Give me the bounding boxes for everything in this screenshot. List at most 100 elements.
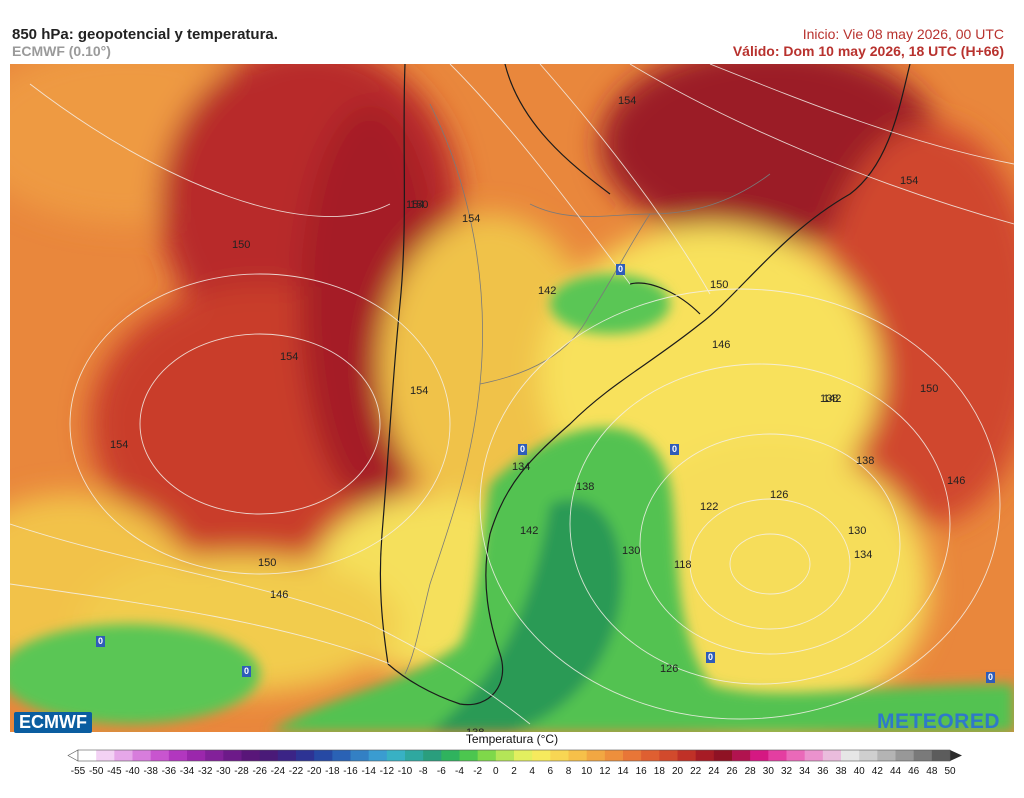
zero-marker: 0: [708, 652, 713, 662]
colorbar-swatch: [296, 750, 315, 761]
colorbar-swatch: [314, 750, 333, 761]
colorbar-tick-label: 12: [599, 766, 611, 777]
colorbar-tick-label: 6: [548, 766, 554, 777]
contour-label: 146: [947, 475, 965, 487]
colorbar-tick-label: 26: [726, 766, 738, 777]
colorbar-swatch: [786, 750, 806, 761]
contour-label: 150: [410, 199, 428, 211]
colorbar-tick-label: -34: [180, 766, 195, 777]
zero-markers: 0 0 0 0 0 0 0: [96, 264, 995, 683]
contour-label: 134: [512, 461, 530, 473]
color-legend: -55 -50 -45 -40 -38 -36 -34 -32 -30 -28 -26 -24 -22-…: [67, 749, 962, 777]
colorbar-swatch: [514, 750, 533, 761]
colorbar-swatch: [732, 750, 751, 761]
zero-marker-box: [96, 636, 105, 647]
zero-marker-box: [986, 672, 995, 683]
colorbar-swatch: [804, 750, 824, 761]
colorbar-tick-label: 16: [636, 766, 648, 777]
colorbar-swatch: [386, 750, 406, 761]
colorbar-swatch: [550, 750, 569, 761]
colorbar-tick-label: -45: [107, 766, 122, 777]
colorbar-tick-label: -20: [307, 766, 322, 777]
colorbar-swatch: [277, 750, 297, 761]
zero-marker: 0: [988, 672, 993, 682]
colorbar-swatch: [368, 750, 388, 761]
colorbar-tick-label: 14: [617, 766, 629, 777]
colorbar-swatch: [659, 750, 678, 761]
colorbar-swatch: [677, 750, 697, 761]
contour-label: 138: [856, 455, 874, 467]
contour-label: 154: [618, 95, 636, 107]
map-title: 850 hPa: geopotencial y temperatura.: [12, 26, 278, 43]
colorbar-swatch: [859, 750, 878, 761]
colorbar-tick-label: 50: [944, 766, 956, 777]
model-label: ECMWF (0.10°): [12, 43, 111, 59]
colorbar-swatch: [604, 750, 624, 761]
colorbar-swatch: [750, 750, 769, 761]
colorbar-swatch: [405, 750, 424, 761]
colorbar-tick-label: 4: [529, 766, 535, 777]
colorbar-tick-label: -24: [271, 766, 286, 777]
ecmwf-logo: ECMWF: [14, 712, 92, 733]
colorbar-swatch: [150, 750, 170, 761]
contour-label: 138: [576, 481, 594, 493]
zero-marker-box: [242, 666, 251, 677]
colorbar-tick-label: -26: [252, 766, 267, 777]
colorbar-tick-label: -6: [437, 766, 446, 777]
zero-marker-box: [616, 264, 625, 275]
colorbar-frame: [77, 749, 951, 762]
contour-label: 154: [406, 199, 424, 211]
meteored-logo: METEORED: [876, 710, 1000, 733]
contour-label: 150: [710, 279, 728, 291]
colorbar-swatch: [78, 750, 97, 761]
colorbar-left-arrow: [67, 749, 79, 762]
colorbar-tick-label: -8: [419, 766, 428, 777]
colorbar-tick-label: 24: [708, 766, 720, 777]
contour-label: 142: [538, 285, 556, 297]
colorbar-tick-label: 38: [835, 766, 847, 777]
contour-label: 154: [462, 213, 480, 225]
colorbar-tick-label: -4: [455, 766, 464, 777]
colorbar-swatch: [187, 750, 206, 761]
colorbar-tick-label: 34: [799, 766, 811, 777]
colorbar-tick-label: -14: [361, 766, 376, 777]
colorbar-tick-label: 28: [745, 766, 757, 777]
geopotential-contours: [10, 64, 1014, 725]
colorbar-tick-label: -12: [380, 766, 395, 777]
colorbar-tick-label: 36: [817, 766, 829, 777]
colorbar-right-arrow: [950, 750, 962, 761]
colorbar-tick-label: 42: [872, 766, 884, 777]
colorbar-swatch: [459, 750, 479, 761]
colorbar-swatch: [477, 750, 497, 761]
colorbar-swatch: [495, 750, 515, 761]
colorbar-tick-label: -22: [289, 766, 304, 777]
colorbar-tick-label: -18: [325, 766, 340, 777]
colorbar-swatch: [96, 750, 115, 761]
contour-label: 138: [466, 727, 484, 732]
zero-marker-box: [670, 444, 679, 455]
colorbar-swatch: [822, 750, 842, 761]
zero-marker: 0: [618, 264, 623, 274]
colorbar-tick-label: 40: [854, 766, 866, 777]
colorbar-tick-label: 32: [781, 766, 793, 777]
colorbar-swatch: [423, 750, 442, 761]
colorbar-tick-label: 8: [566, 766, 572, 777]
zero-marker: 0: [520, 444, 525, 454]
contour-label: 150: [232, 239, 250, 251]
colorbar-tick-label: -32: [198, 766, 213, 777]
contour-label: 154: [410, 385, 428, 397]
valid-time: Válido: Dom 10 may 2026, 18 UTC (H+66): [732, 43, 1004, 59]
colorbar-tick-label: -2: [473, 766, 482, 777]
contour-label: 118: [674, 559, 692, 571]
colorbar-swatch: [332, 750, 351, 761]
colorbar-swatch: [441, 750, 460, 761]
colorbar-tick-label: 0: [493, 766, 499, 777]
contour-label: 154: [280, 351, 298, 363]
colorbar-swatch: [205, 750, 224, 761]
zero-marker: 0: [244, 666, 249, 676]
weather-map[interactable]: 154 154 150 154 150 154 154 154 150 146 150 142 154 1…: [10, 64, 1014, 732]
colorbar-tick-label: -28: [234, 766, 249, 777]
colorbar-tick-label: -16: [343, 766, 358, 777]
colorbar-swatch: [623, 750, 642, 761]
